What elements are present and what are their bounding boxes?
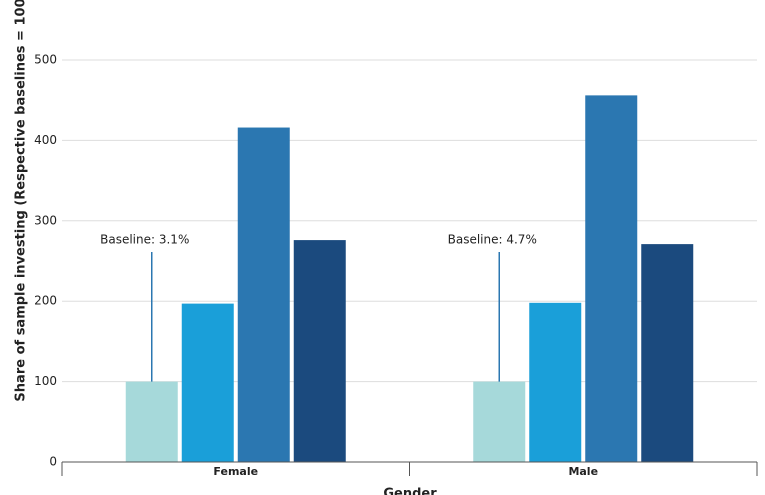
y-tick-label: 300 [34,213,57,227]
annotation: Baseline: 4.7% [448,233,537,247]
bar [237,127,290,462]
bar [125,381,178,462]
y-tick-label: 100 [34,374,57,388]
bar [529,302,582,462]
bar [585,95,638,462]
x-tick-label: Female [213,465,258,478]
y-tick-label: 500 [34,53,57,67]
annotation: Baseline: 3.1% [100,233,189,247]
y-axis-label: Share of sample investing (Respective ba… [14,0,29,402]
y-tick-label: 0 [49,455,57,469]
y-tick-label: 200 [34,294,57,308]
bar [473,381,526,462]
x-axis-label: Gender [383,487,437,495]
x-tick-label: Male [568,465,598,478]
bar [293,240,346,462]
bar [181,303,234,462]
y-tick-label: 400 [34,133,57,147]
bar [641,244,694,462]
